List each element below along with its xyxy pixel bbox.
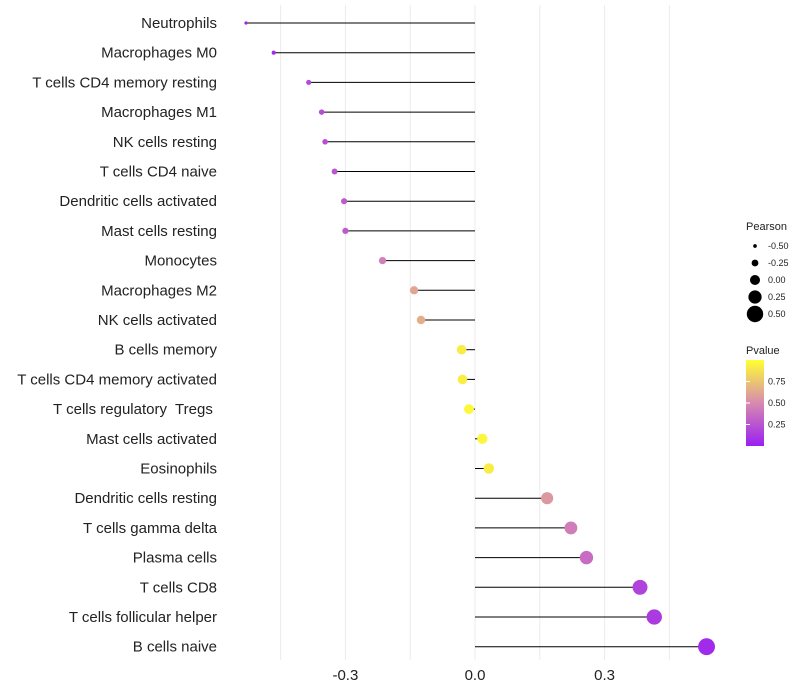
category-label: NK cells activated [98, 312, 217, 329]
data-point [341, 198, 348, 205]
legend-pearson: Pearson -0.50 -0.25 0.00 0.25 0.50 [746, 221, 789, 323]
stems [246, 22, 707, 648]
category-label: T cells CD4 naive [100, 164, 217, 181]
data-point [409, 286, 419, 295]
data-point [464, 404, 474, 415]
data-point [477, 433, 488, 444]
legend-color-label: 0.25 [768, 420, 786, 430]
legend-size-dot [749, 274, 761, 286]
data-point [244, 21, 248, 25]
legend-size-label: 0.50 [768, 309, 786, 319]
legend-pearson-title: Pearson [746, 221, 787, 233]
legend-size-label: -0.25 [768, 258, 789, 268]
legend-color-label: 0.50 [768, 398, 786, 408]
category-label: B cells naive [133, 639, 217, 656]
category-label: Mast cells resting [101, 223, 217, 240]
pvalue-colorbar [746, 360, 764, 446]
data-point [342, 227, 349, 234]
data-point [318, 109, 325, 115]
category-label: Eosinophils [140, 461, 217, 478]
category-label: Dendritic cells resting [74, 490, 217, 507]
data-point [632, 579, 648, 595]
category-label: Dendritic cells activated [59, 193, 217, 210]
category-label: T cells CD4 memory resting [32, 74, 217, 91]
category-label: Plasma cells [133, 550, 217, 567]
legend-size-dot [748, 290, 762, 304]
category-labels: Neutrophils Macrophages M0 T cells CD4 mem… [17, 15, 217, 656]
data-point [322, 139, 328, 145]
category-label: Macrophages M2 [101, 282, 217, 299]
data-point [483, 463, 495, 474]
data-point [698, 638, 716, 656]
data-point [331, 168, 338, 175]
legend-pvalue: Pvalue 0.25 0.50 0.75 [746, 345, 786, 446]
data-point [564, 521, 578, 535]
category-label: NK cells resting [113, 134, 217, 151]
category-label: T cells follicular helper [69, 609, 217, 626]
data-point [646, 609, 662, 625]
data-point [457, 374, 468, 385]
data-point [579, 550, 594, 565]
data-point [416, 315, 426, 325]
legend-size-dot [751, 259, 759, 267]
category-label: Mast cells activated [86, 431, 217, 448]
data-points [244, 21, 716, 656]
data-point [378, 256, 387, 265]
category-label: Macrophages M1 [101, 104, 217, 121]
category-label: Neutrophils [141, 15, 217, 32]
category-label: T cells CD8 [140, 579, 217, 596]
legend-color-label: 0.75 [768, 377, 786, 387]
category-label: T cells regulatory Tregs [53, 401, 217, 418]
data-point [456, 344, 467, 355]
legend-size-label: 0.00 [768, 275, 786, 285]
legend-size-label: -0.50 [768, 241, 789, 251]
grid-lines [280, 5, 670, 660]
legend-size-dot [746, 305, 764, 323]
data-point [306, 79, 312, 85]
legend-pvalue-title: Pvalue [746, 345, 780, 357]
x-tick-label: 0.3 [594, 667, 615, 684]
legend-size-label: 0.25 [768, 292, 786, 302]
category-label: Macrophages M0 [101, 45, 217, 62]
legend-size-dot [753, 244, 757, 248]
data-point [271, 50, 276, 55]
data-point [541, 492, 554, 505]
category-label: Monocytes [144, 253, 217, 270]
category-label: T cells gamma delta [83, 520, 218, 537]
category-label: T cells CD4 memory activated [17, 371, 217, 388]
x-axis-ticks: -0.3 0.0 0.3 [332, 667, 615, 684]
x-tick-label: 0.0 [465, 667, 486, 684]
x-tick-label: -0.3 [332, 667, 358, 684]
category-label: B cells memory [114, 342, 217, 359]
